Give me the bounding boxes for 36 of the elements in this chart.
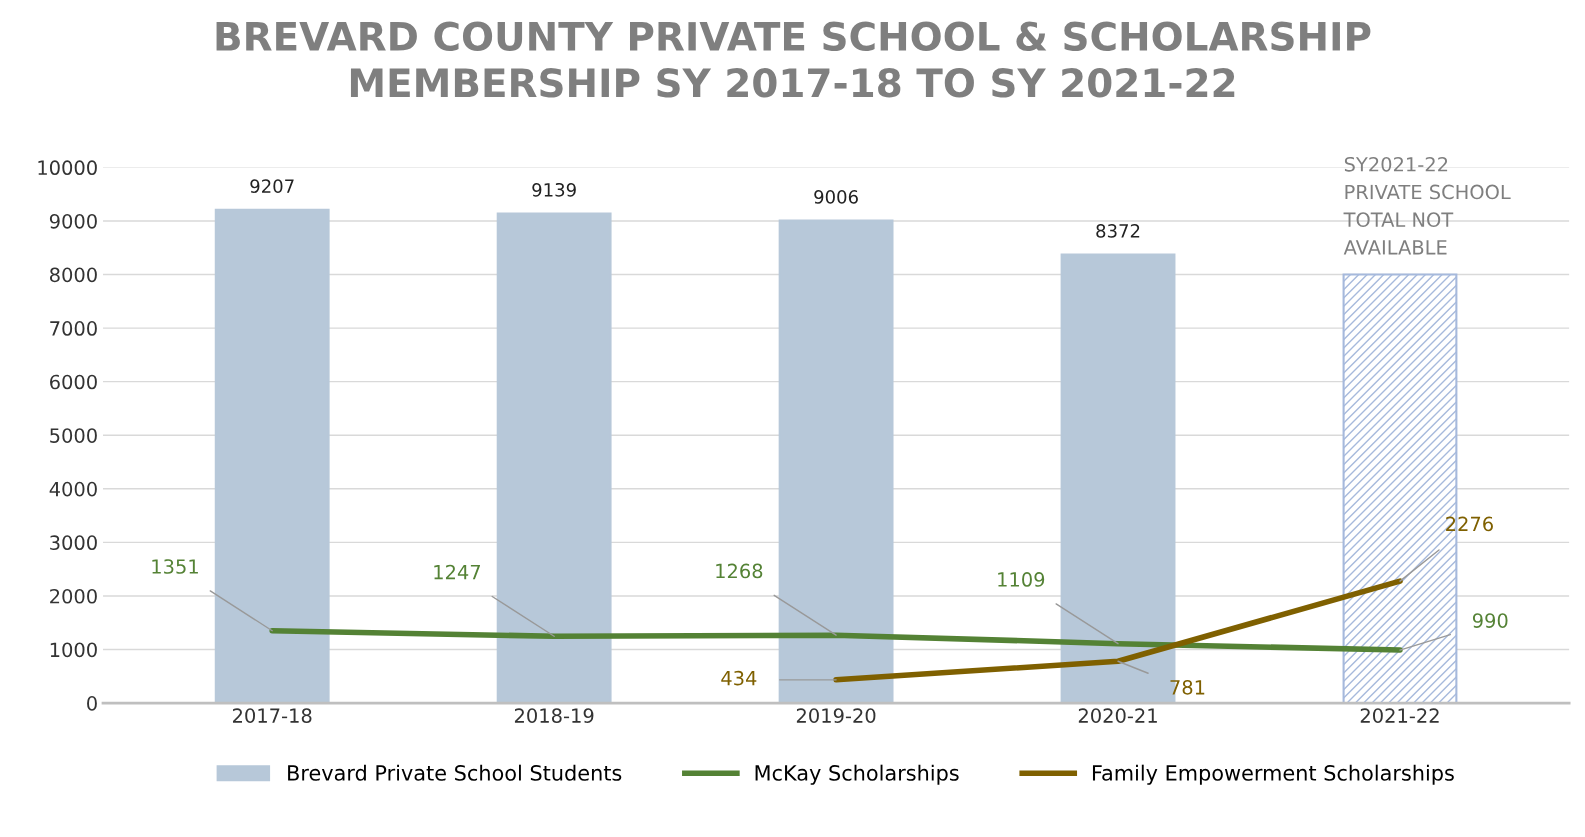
- chart-title: BREVARD COUNTY PRIVATE SCHOOL & SCHOLARSHIP MEMBERSHIP SY 2017-18 TO SY 2021-22: [216, 21, 1371, 98]
- data-label: 1109: [998, 572, 1045, 587]
- y-tick-label: 3000: [50, 535, 97, 551]
- y-tick-label: 9000: [49, 213, 97, 229]
- legend-label: Brevard Private School Students: [288, 764, 622, 781]
- data-label: 781: [1170, 679, 1205, 695]
- data-label: 434: [721, 670, 757, 686]
- y-tick-label: 5000: [50, 428, 97, 443]
- bar: [778, 219, 894, 704]
- legend-label: McKay Scholarships: [755, 764, 959, 785]
- x-tick-label: 2019-20: [796, 708, 876, 723]
- y-tick-label: 1000: [50, 642, 97, 658]
- data-label: 9207: [250, 179, 294, 193]
- data-label: 1247: [434, 564, 480, 580]
- data-label: 990: [1472, 613, 1508, 628]
- data-label: 9139: [532, 182, 576, 197]
- y-tick-label: 0: [87, 696, 97, 711]
- x-tick-label: 2021-22: [1360, 708, 1439, 723]
- data-label: 9006: [814, 190, 858, 204]
- data-label: 1351: [152, 559, 198, 574]
- bar: [496, 212, 612, 704]
- x-tick-label: 2020-21: [1078, 708, 1157, 723]
- y-tick-label: 7000: [50, 321, 97, 336]
- data-label: 1268: [716, 563, 763, 579]
- x-tick-label: 2018-19: [514, 708, 594, 723]
- y-tick-label: 6000: [50, 374, 97, 390]
- data-label: 8372: [1096, 224, 1140, 238]
- bar: [214, 208, 330, 704]
- y-tick-label: 8000: [50, 267, 97, 283]
- x-tick-label: 2017-18: [233, 708, 312, 723]
- y-tick-label: 4000: [49, 481, 97, 497]
- data-label: 2276: [1446, 516, 1493, 532]
- annotation: SY2021-22 PRIVATE SCHOOL TOTAL NOT AVAILABLE: [1343, 156, 1511, 255]
- legend-label: Family Empowerment Scholarships: [1092, 764, 1454, 785]
- y-tick-label: 2000: [50, 588, 97, 604]
- y-tick-label: 10000: [38, 160, 97, 176]
